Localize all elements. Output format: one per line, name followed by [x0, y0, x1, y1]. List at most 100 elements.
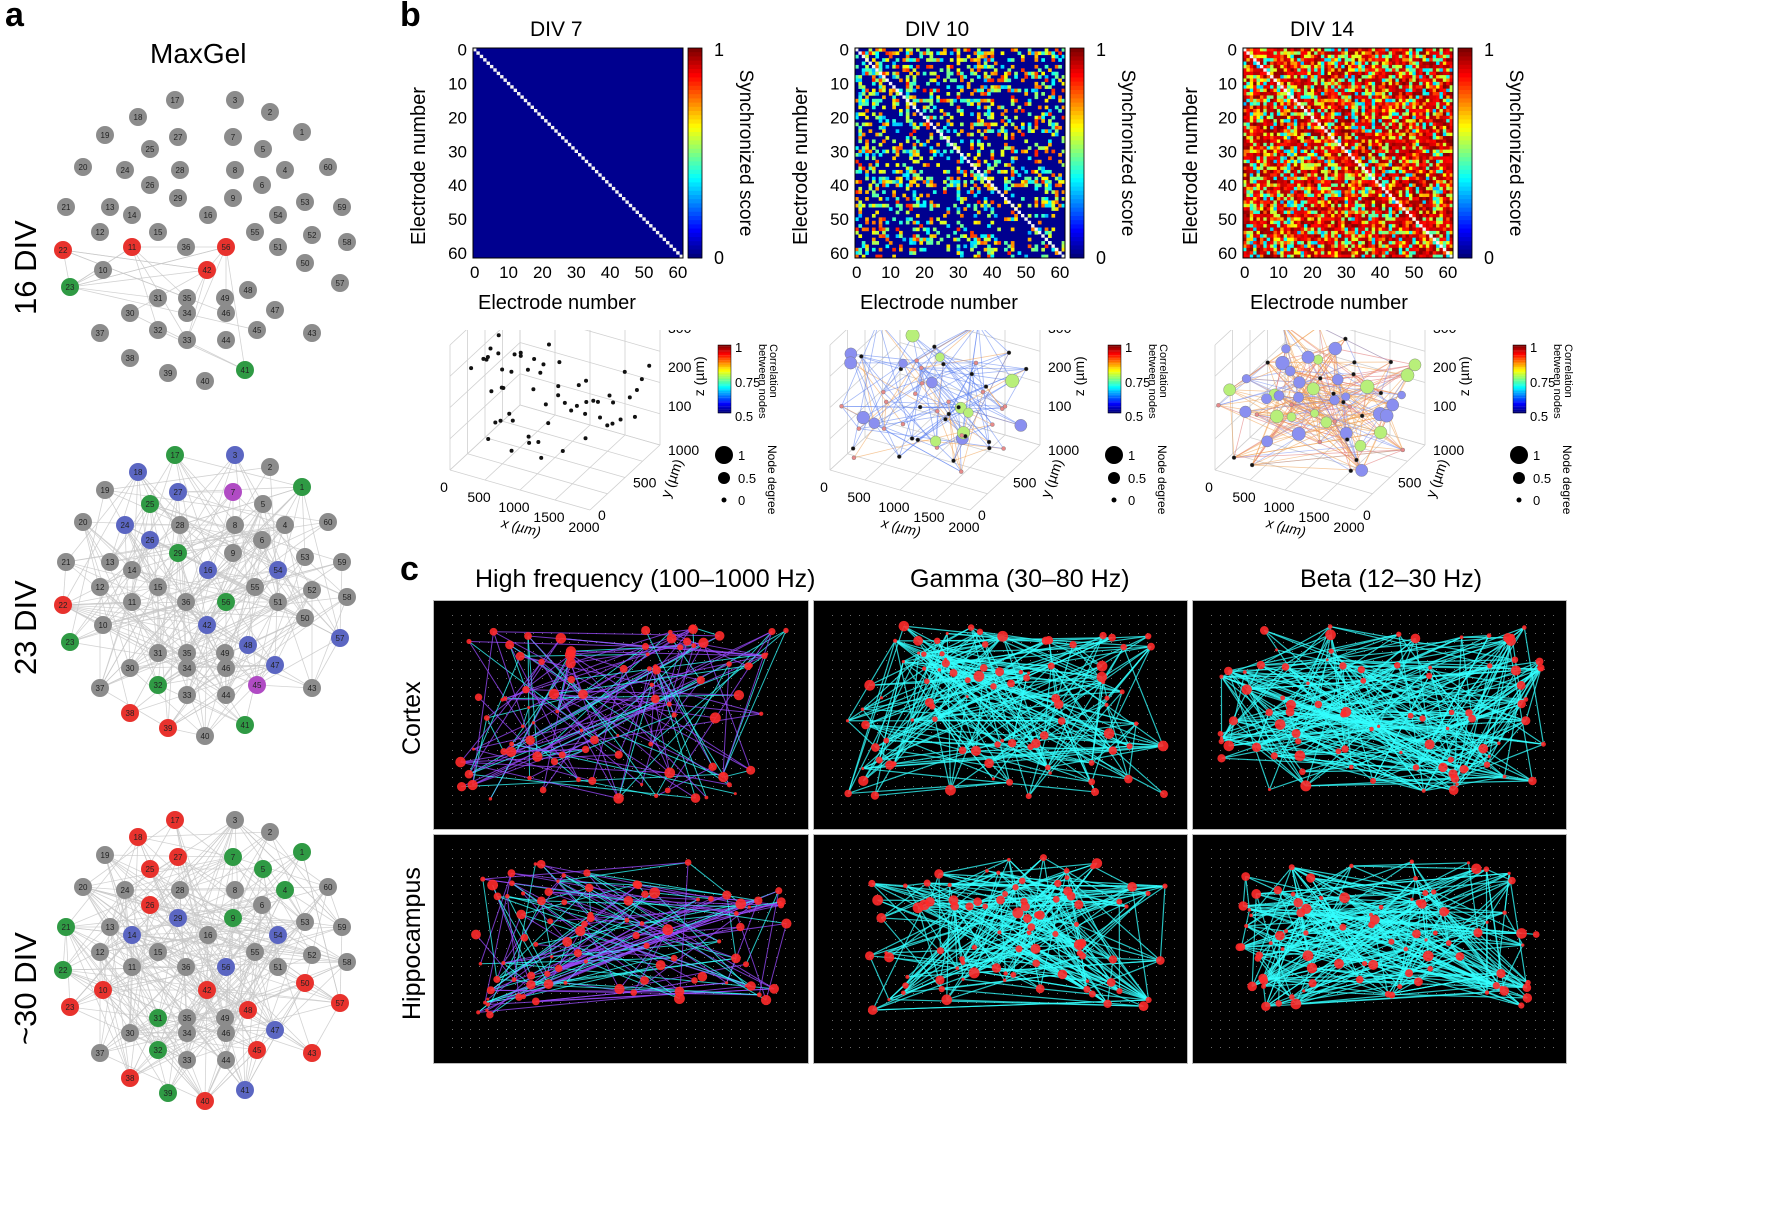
- net3d-edge: [1004, 368, 1027, 407]
- matrix-x-tick: 10: [1269, 263, 1288, 282]
- net3d-node: [959, 433, 964, 438]
- net3d-z-tick: 100: [668, 398, 692, 414]
- map-node: [624, 917, 630, 923]
- network-node: 54: [269, 561, 287, 579]
- map-edge: [472, 717, 488, 786]
- map-node: [1403, 946, 1409, 952]
- map-edge: [945, 658, 1052, 667]
- net3d-edge: [1337, 364, 1416, 380]
- network-node: 52: [303, 581, 321, 599]
- svg-text:42: 42: [203, 621, 212, 630]
- map-edge: [1028, 644, 1074, 797]
- map-node: [474, 693, 483, 701]
- map-edge: [1331, 633, 1399, 652]
- network-node: 21: [57, 553, 75, 571]
- net3d-edge: [1245, 411, 1320, 443]
- map-edge: [1331, 636, 1513, 652]
- map-node: [991, 963, 1002, 973]
- map-node: [876, 913, 887, 923]
- map-edge: [886, 952, 1088, 982]
- map-node: [965, 695, 969, 699]
- map-edge: [511, 748, 586, 753]
- map-node: [979, 664, 988, 672]
- map-edge: [1451, 712, 1488, 766]
- network-node: 41: [236, 716, 254, 734]
- map-edge: [1079, 892, 1149, 954]
- map-node: [677, 644, 684, 651]
- map-node: [858, 775, 869, 787]
- map-node: [736, 922, 745, 932]
- net3d-node: [618, 417, 623, 422]
- network-edge: [157, 819, 236, 953]
- map-edge: [1411, 861, 1423, 905]
- network-edge: [65, 926, 206, 1102]
- net3d-edge: [1229, 389, 1235, 458]
- map-node: [1242, 670, 1247, 675]
- map-node: [1145, 633, 1152, 640]
- svg-text:40: 40: [201, 732, 210, 741]
- net3d-edge: [911, 367, 922, 439]
- net3d-y-tick: 500: [1013, 475, 1037, 491]
- svg-text:36: 36: [182, 598, 191, 607]
- map-node: [531, 997, 540, 1006]
- map-node: [690, 793, 701, 803]
- degree-legend-dot: [718, 472, 730, 484]
- network-node: 12: [91, 223, 109, 241]
- map-node: [623, 896, 634, 906]
- map-node: [1066, 891, 1076, 901]
- svg-text:55: 55: [251, 948, 260, 957]
- map-node: [1445, 726, 1450, 731]
- map-node: [933, 637, 941, 645]
- matrix-y-tick: 50: [830, 210, 849, 229]
- map-node: [695, 897, 700, 902]
- map-node: [643, 942, 650, 949]
- network-node: 12: [91, 943, 109, 961]
- map-edge: [1260, 626, 1331, 666]
- map-edge: [479, 873, 512, 964]
- map-node: [1438, 762, 1448, 773]
- map-node: [1341, 745, 1349, 753]
- degree-legend-dot: [1510, 446, 1528, 464]
- map-edge: [472, 739, 595, 786]
- map-node: [1288, 864, 1295, 871]
- map-node: [487, 879, 499, 891]
- network-edge: [232, 851, 303, 919]
- map-edge: [1123, 646, 1164, 747]
- network-node: 23: [61, 633, 79, 651]
- network-node: 54: [269, 206, 287, 224]
- map-node: [1270, 752, 1278, 760]
- network-node: 36: [177, 958, 195, 976]
- net3d-y-tick: 1000: [1433, 442, 1464, 458]
- svg-text:44: 44: [222, 691, 231, 700]
- map-edge: [1269, 711, 1402, 754]
- map-edge: [1244, 671, 1379, 727]
- map-node: [947, 882, 952, 888]
- map-node: [1424, 938, 1428, 942]
- map-node: [550, 757, 559, 766]
- net3d-edge: [984, 330, 1010, 353]
- corr-tick: 0.75: [735, 375, 760, 390]
- net3d-edge: [1286, 330, 1321, 379]
- map-edge: [490, 884, 639, 991]
- network-node: 34: [178, 304, 196, 322]
- net3d-edge: [861, 355, 987, 387]
- map-node: [1327, 624, 1333, 629]
- map-node: [717, 939, 722, 944]
- map-edge: [903, 625, 1045, 736]
- degree-tick: 0: [1128, 493, 1135, 508]
- map-node: [922, 666, 927, 671]
- network-node: 35: [178, 289, 196, 307]
- map-node: [526, 980, 536, 990]
- map-node: [902, 982, 909, 989]
- net3d-node: [583, 411, 588, 416]
- map-edge: [1305, 861, 1413, 934]
- net3d-node: [557, 360, 562, 365]
- map-node: [516, 909, 527, 920]
- network-23div: 1234567891011121314151617181920212223242…: [54, 446, 356, 745]
- net3d-node: [501, 386, 506, 391]
- network-node: 59: [333, 198, 351, 216]
- map-edge: [511, 882, 787, 925]
- map-node: [1090, 787, 1100, 796]
- svg-text:7: 7: [231, 133, 236, 142]
- map-node: [505, 746, 517, 758]
